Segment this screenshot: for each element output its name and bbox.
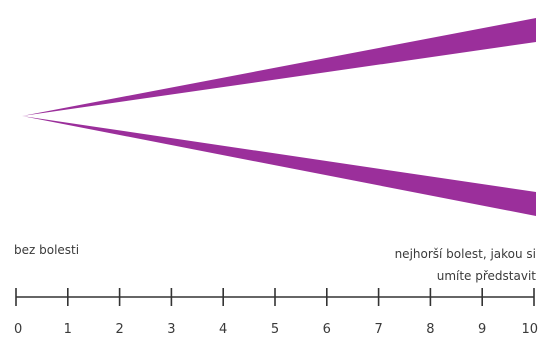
label-worst-pain-line1: nejhorší bolest, jakou si xyxy=(394,247,536,261)
scale-tick-label-10: 10 xyxy=(521,322,538,337)
scale-tick-label-3: 3 xyxy=(167,322,175,337)
label-worst-pain: nejhorší bolest, jakou si umíte představ… xyxy=(395,243,536,287)
scale-ticks xyxy=(15,288,535,306)
scale-tick-label-0: 0 xyxy=(14,322,22,337)
scale-tick-label-4: 4 xyxy=(219,322,227,337)
scale-tick-label-1: 1 xyxy=(64,322,72,337)
scale-tick-label-6: 6 xyxy=(323,322,331,337)
scale-tick-label-7: 7 xyxy=(374,322,382,337)
wedge-lower xyxy=(22,116,536,216)
label-worst-pain-line2: umíte představit xyxy=(436,269,536,283)
scale-tick-labels: 0 1 2 3 4 5 6 7 8 9 10 xyxy=(14,322,538,337)
scale-tick-label-9: 9 xyxy=(478,322,486,337)
label-no-pain: bez bolesti xyxy=(14,243,80,257)
scale-tick-label-5: 5 xyxy=(271,322,279,337)
scale-tick-label-2: 2 xyxy=(115,322,123,337)
wedge-upper xyxy=(22,18,536,116)
scale-tick-label-8: 8 xyxy=(426,322,434,337)
